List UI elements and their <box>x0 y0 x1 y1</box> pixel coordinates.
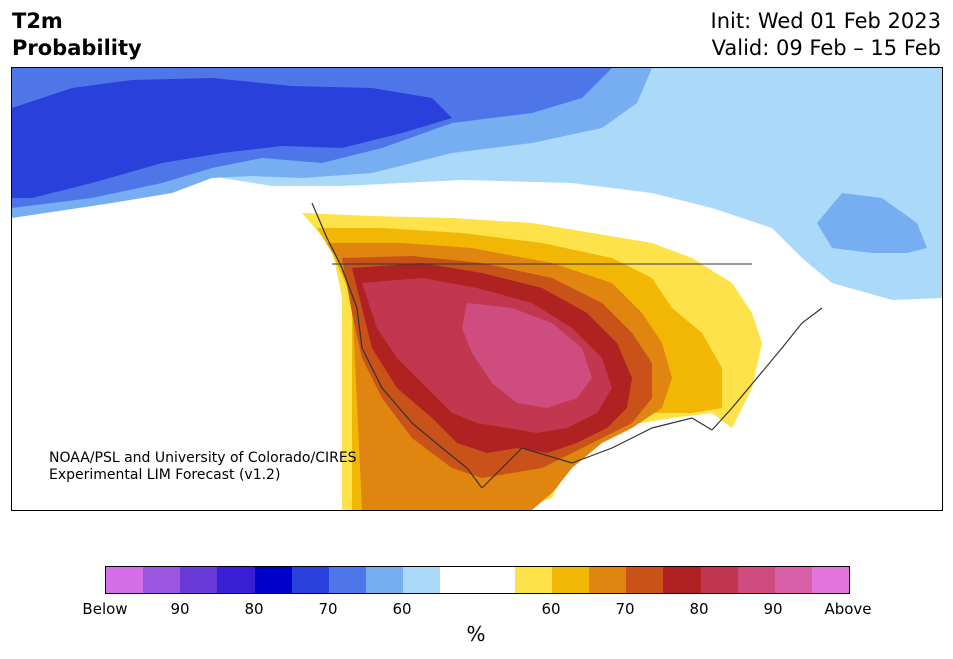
colorbar-swatch <box>254 567 292 593</box>
map-title: T2m Probability <box>12 8 142 62</box>
colorbar-swatch <box>477 567 515 593</box>
title-line-2: Probability <box>12 36 142 60</box>
warm-120-area <box>462 303 592 408</box>
coastline-gulf <box>481 417 713 489</box>
cold-70-east-area <box>817 193 927 253</box>
tick-label: Below <box>82 600 128 618</box>
tick-label: 70 <box>615 600 635 618</box>
tick-label: 70 <box>318 600 338 618</box>
colorbar-swatch <box>589 567 627 593</box>
date-info: Init: Wed 01 Feb 2023 Valid: 09 Feb – 15… <box>711 8 941 62</box>
tick-label: 80 <box>244 600 264 618</box>
tick-label: 60 <box>541 600 561 618</box>
colorbar-unit-label: % <box>466 622 486 646</box>
init-date: Init: Wed 01 Feb 2023 <box>710 9 941 33</box>
probability-map: NOAA/PSL and University of Colorado/CIRE… <box>11 67 943 511</box>
colorbar-swatch <box>143 567 181 593</box>
colorbar-swatch <box>551 567 590 593</box>
colorbar <box>105 566 850 594</box>
colorbar-swatch <box>403 567 441 593</box>
colorbar-swatch <box>366 567 404 593</box>
colorbar-swatch <box>626 567 664 593</box>
colorbar-swatch <box>106 567 144 593</box>
cold-90-area <box>12 78 452 198</box>
valid-date: Valid: 09 Feb – 15 Feb <box>711 36 941 60</box>
colorbar-swatch <box>774 567 812 593</box>
colorbar-swatch <box>440 567 478 593</box>
colorbar-swatch <box>514 567 552 593</box>
colorbar-swatch <box>663 567 701 593</box>
colorbar-swatch <box>180 567 218 593</box>
colorbar-swatch <box>811 567 850 593</box>
tick-label: 80 <box>689 600 709 618</box>
title-line-1: T2m <box>12 9 63 33</box>
map-canvas <box>12 68 942 510</box>
colorbar-swatch <box>291 567 329 593</box>
colorbar-swatch <box>328 567 367 593</box>
coastline-east <box>711 307 823 431</box>
tick-label: 90 <box>763 600 783 618</box>
colorbar-swatch <box>217 567 255 593</box>
tick-label: Above <box>824 600 872 618</box>
colorbar-swatch <box>700 567 738 593</box>
credit-line-2: Experimental LIM Forecast (v1.2) <box>49 467 281 483</box>
colorbar-swatch <box>737 567 775 593</box>
credit-line-1: NOAA/PSL and University of Colorado/CIRE… <box>49 450 357 466</box>
tick-label: 90 <box>170 600 190 618</box>
tick-label: 60 <box>392 600 412 618</box>
coastline-west <box>311 202 483 489</box>
credit-text: NOAA/PSL and University of Colorado/CIRE… <box>49 450 357 484</box>
